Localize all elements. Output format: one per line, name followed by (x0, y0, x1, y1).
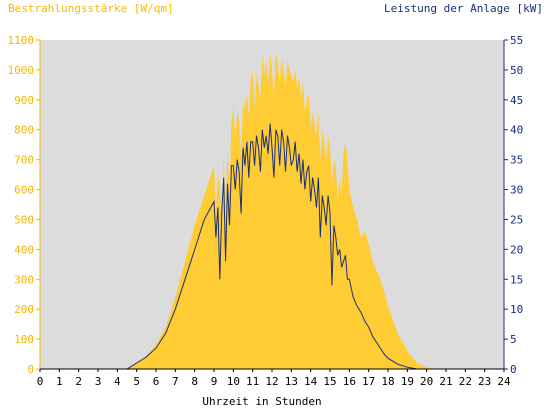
x-tick-label: 0 (37, 375, 44, 388)
left-tick-label: 600 (14, 184, 34, 197)
x-tick-label: 9 (211, 375, 218, 388)
right-tick-label: 10 (510, 303, 523, 316)
right-tick-label: 5 (510, 333, 517, 346)
x-tick-label: 18 (381, 375, 394, 388)
left-tick-label: 0 (27, 363, 34, 376)
x-tick-label: 20 (420, 375, 433, 388)
left-tick-label: 1000 (8, 64, 35, 77)
x-tick-label: 19 (401, 375, 414, 388)
right-tick-label: 55 (510, 34, 523, 47)
x-tick-label: 13 (285, 375, 298, 388)
right-tick-label: 30 (510, 184, 523, 197)
x-tick-label: 4 (114, 375, 121, 388)
power-line-layer (40, 123, 504, 370)
x-tick-label: 2 (75, 375, 82, 388)
right-tick-label: 0 (510, 363, 517, 376)
right-axis-ticks: 0 5 10 15 20 25 30 35 40 45 50 55 (504, 34, 523, 376)
left-tick-label: 300 (14, 273, 34, 286)
left-axis-ticks: 0 100 200 300 400 500 600 700 800 900 1000 1100 (8, 34, 40, 376)
x-tick-label: 15 (323, 375, 336, 388)
x-tick-label: 6 (153, 375, 160, 388)
right-tick-label: 15 (510, 273, 523, 286)
x-tick-label: 22 (459, 375, 472, 388)
right-tick-label: 25 (510, 213, 523, 226)
right-tick-label: 40 (510, 124, 523, 137)
left-tick-label: 200 (14, 303, 34, 316)
x-tick-label: 14 (304, 375, 318, 388)
x-tick-label: 7 (172, 375, 179, 388)
x-tick-label: 17 (362, 375, 375, 388)
left-tick-label: 500 (14, 213, 34, 226)
right-tick-label: 35 (510, 154, 523, 167)
x-tick-label: 8 (191, 375, 198, 388)
right-axis-title: Leistung der Anlage [kW] (384, 2, 543, 15)
x-tick-label: 12 (265, 375, 278, 388)
right-tick-label: 45 (510, 94, 523, 107)
x-tick-label: 5 (133, 375, 140, 388)
power-line (40, 123, 504, 370)
x-tick-label: 21 (439, 375, 452, 388)
left-tick-label: 100 (14, 333, 34, 346)
irradiance-area (40, 52, 504, 369)
x-axis-label: Uhrzeit in Stunden (202, 395, 321, 408)
right-tick-label: 20 (510, 243, 523, 256)
left-tick-label: 1100 (8, 34, 35, 47)
x-tick-label: 23 (478, 375, 491, 388)
left-tick-label: 900 (14, 94, 34, 107)
x-tick-label: 10 (227, 375, 240, 388)
x-tick-label: 11 (246, 375, 259, 388)
x-tick-label: 3 (95, 375, 102, 388)
left-axis-title: Bestrahlungsstärke [W/qm] (8, 2, 174, 15)
right-tick-label: 50 (510, 64, 523, 77)
x-tick-label: 1 (56, 375, 63, 388)
x-tick-label: 16 (343, 375, 356, 388)
left-tick-label: 400 (14, 243, 34, 256)
x-axis-ticks: 0 1 2 3 4 5 6 7 8 9 10 11 12 13 14 15 16 17 18 19 20 21 22 23 24 (37, 369, 511, 388)
irradiance-area-layer (40, 52, 504, 369)
x-tick-label: 24 (497, 375, 511, 388)
left-tick-label: 800 (14, 124, 34, 137)
left-tick-label: 700 (14, 154, 34, 167)
